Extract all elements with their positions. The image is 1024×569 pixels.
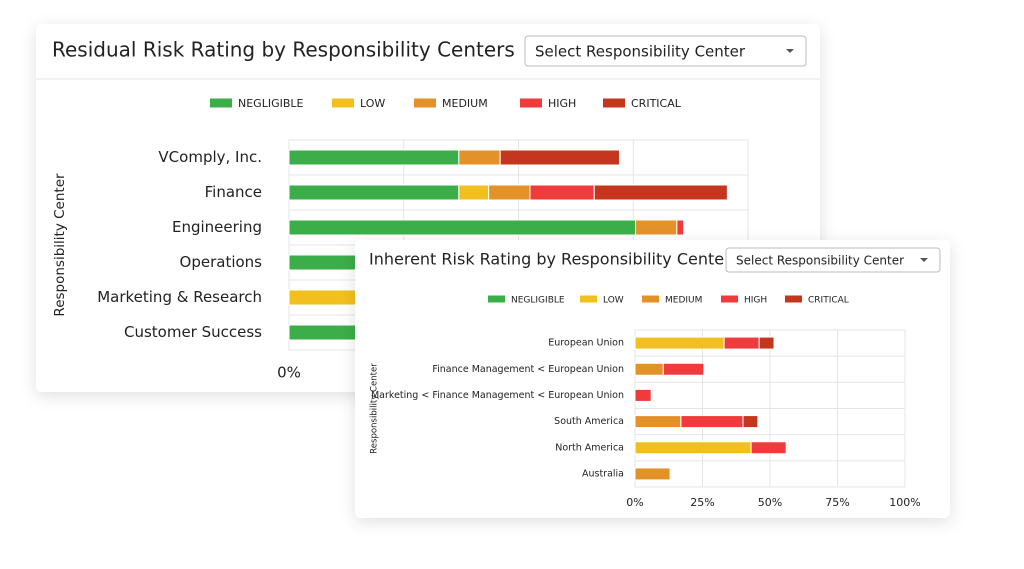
category-label: Marketing < Finance Management < Europea…	[371, 390, 624, 401]
bar-segment	[723, 336, 760, 350]
bar-segment	[758, 336, 775, 350]
legend-label: HIGH	[744, 296, 767, 306]
legend-swatch	[580, 295, 597, 303]
bar-segment	[634, 441, 752, 455]
bar-segment	[634, 467, 671, 481]
legend-swatch	[642, 295, 659, 303]
legend-label: LOW	[603, 296, 624, 306]
category-label: South America	[554, 416, 624, 427]
bar-segment	[288, 219, 637, 236]
bar-segment	[288, 184, 460, 201]
inherent-card: Inherent Risk Rating by Responsibility C…	[355, 240, 950, 518]
dropdown[interactable]	[725, 247, 941, 273]
legend-label: MEDIUM	[665, 296, 702, 306]
bar-segment	[529, 184, 595, 201]
legend-swatch	[785, 295, 802, 303]
y-axis-label: Responsibility Center	[52, 173, 68, 317]
legend-label: NEGLIGIBLE	[511, 296, 565, 306]
legend-swatch	[210, 98, 232, 108]
dropdown[interactable]	[524, 35, 807, 67]
bar-segment	[634, 336, 725, 350]
bar-segment	[662, 362, 705, 376]
x-tick-label: 0%	[626, 496, 643, 509]
legend-swatch	[332, 98, 354, 108]
dropdown-caret	[920, 258, 928, 262]
bar-segment	[499, 149, 620, 166]
legend-label: LOW	[360, 97, 385, 110]
category-label: Finance Management < European Union	[432, 364, 624, 375]
category-label: Marketing & Research	[97, 288, 262, 306]
legend-swatch	[603, 98, 625, 108]
y-axis-label: Responsibility Center	[370, 363, 380, 454]
category-label: European Union	[548, 338, 624, 349]
chart-title: Residual Risk Rating by Responsibility C…	[52, 38, 515, 62]
bar-segment	[676, 219, 685, 236]
x-tick-label: 25%	[690, 496, 714, 509]
x-tick-label: 75%	[825, 496, 849, 509]
bar-segment	[742, 415, 759, 429]
x-tick-label: 50%	[758, 496, 782, 509]
chart-title: Inherent Risk Rating by Responsibility C…	[369, 250, 739, 269]
legend-label: NEGLIGIBLE	[238, 97, 304, 110]
category-label: Finance	[205, 183, 262, 201]
x-tick-label: 0%	[277, 364, 301, 382]
x-tick-label: 100%	[889, 496, 920, 509]
legend-label: CRITICAL	[808, 296, 849, 306]
bar-segment	[634, 362, 664, 376]
bar-segment	[634, 415, 682, 429]
dropdown-text: Select Responsibility Center	[736, 254, 904, 268]
dropdown-text: Select Responsibility Center	[535, 43, 746, 61]
bar-segment	[488, 184, 531, 201]
legend-swatch	[520, 98, 542, 108]
legend-swatch	[488, 295, 505, 303]
card-background	[355, 240, 950, 518]
category-label: North America	[555, 442, 624, 453]
bar-segment	[750, 441, 787, 455]
legend-label: CRITICAL	[631, 97, 682, 110]
bar-segment	[634, 388, 652, 402]
bar-segment	[680, 415, 744, 429]
bar-segment	[458, 149, 501, 166]
category-label: Australia	[582, 468, 624, 479]
legend-swatch	[721, 295, 738, 303]
bar-segment	[458, 184, 490, 201]
category-label: Operations	[180, 253, 263, 271]
category-label: Engineering	[172, 218, 262, 236]
bar-segment	[288, 149, 460, 166]
legend-swatch	[414, 98, 436, 108]
legend-label: HIGH	[548, 97, 576, 110]
category-label: Customer Success	[124, 323, 262, 341]
category-label: VComply, Inc.	[158, 148, 262, 166]
bar-segment	[635, 219, 678, 236]
legend-label: MEDIUM	[442, 97, 488, 110]
bar-segment	[593, 184, 728, 201]
dropdown-caret	[786, 49, 794, 53]
